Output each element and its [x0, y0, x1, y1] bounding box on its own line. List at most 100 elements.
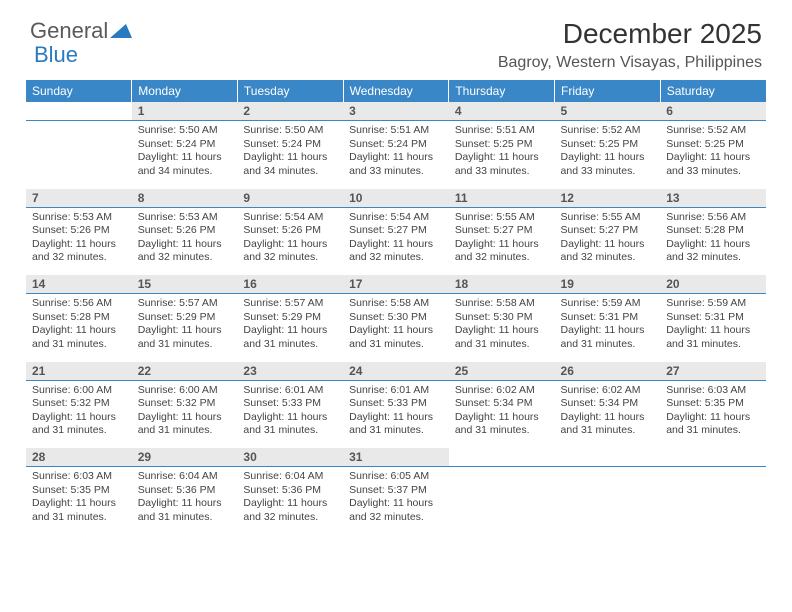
day-number-cell: 10: [343, 189, 449, 208]
day-number-cell: [660, 448, 766, 467]
day-content: Sunrise: 6:04 AMSunset: 5:36 PMDaylight:…: [132, 467, 238, 531]
month-title: December 2025: [498, 18, 762, 50]
day-data-cell: Sunrise: 6:01 AMSunset: 5:33 PMDaylight:…: [343, 380, 449, 448]
day-content: Sunrise: 5:54 AMSunset: 5:26 PMDaylight:…: [237, 208, 343, 272]
day-data-cell: Sunrise: 6:00 AMSunset: 5:32 PMDaylight:…: [132, 380, 238, 448]
day-number-cell: 27: [660, 362, 766, 381]
day-number-cell: 17: [343, 275, 449, 294]
day-number-cell: 7: [26, 189, 132, 208]
day-data-cell: Sunrise: 5:55 AMSunset: 5:27 PMDaylight:…: [555, 207, 661, 275]
day-content: Sunrise: 5:50 AMSunset: 5:24 PMDaylight:…: [237, 121, 343, 185]
day-data-cell: Sunrise: 5:52 AMSunset: 5:25 PMDaylight:…: [555, 121, 661, 189]
day-number-cell: 29: [132, 448, 238, 467]
day-number-cell: 19: [555, 275, 661, 294]
location-text: Bagroy, Western Visayas, Philippines: [498, 54, 762, 72]
day-content: Sunrise: 5:55 AMSunset: 5:27 PMDaylight:…: [555, 208, 661, 272]
day-number-cell: [555, 448, 661, 467]
day-number-cell: [449, 448, 555, 467]
day-data-row: Sunrise: 6:03 AMSunset: 5:35 PMDaylight:…: [26, 467, 766, 535]
day-number-cell: 8: [132, 189, 238, 208]
daynum-row: 28293031: [26, 448, 766, 467]
day-data-cell: Sunrise: 5:59 AMSunset: 5:31 PMDaylight:…: [660, 294, 766, 362]
day-content: Sunrise: 6:03 AMSunset: 5:35 PMDaylight:…: [660, 381, 766, 445]
day-data-cell: Sunrise: 6:02 AMSunset: 5:34 PMDaylight:…: [555, 380, 661, 448]
day-data-cell: Sunrise: 5:58 AMSunset: 5:30 PMDaylight:…: [343, 294, 449, 362]
day-content: Sunrise: 5:51 AMSunset: 5:25 PMDaylight:…: [449, 121, 555, 185]
day-number-cell: 6: [660, 102, 766, 121]
day-data-cell: [26, 121, 132, 189]
day-number-cell: 23: [237, 362, 343, 381]
calendar-body: 123456Sunrise: 5:50 AMSunset: 5:24 PMDay…: [26, 102, 766, 535]
day-data-cell: Sunrise: 6:00 AMSunset: 5:32 PMDaylight:…: [26, 380, 132, 448]
day-data-cell: Sunrise: 5:55 AMSunset: 5:27 PMDaylight:…: [449, 207, 555, 275]
day-number-cell: 21: [26, 362, 132, 381]
day-number-cell: 31: [343, 448, 449, 467]
day-content: Sunrise: 5:59 AMSunset: 5:31 PMDaylight:…: [555, 294, 661, 358]
day-data-cell: Sunrise: 6:04 AMSunset: 5:36 PMDaylight:…: [132, 467, 238, 535]
day-number-cell: 3: [343, 102, 449, 121]
day-number-cell: 1: [132, 102, 238, 121]
day-content: Sunrise: 5:58 AMSunset: 5:30 PMDaylight:…: [343, 294, 449, 358]
day-content: Sunrise: 5:50 AMSunset: 5:24 PMDaylight:…: [132, 121, 238, 185]
day-number-cell: 5: [555, 102, 661, 121]
day-number-cell: 4: [449, 102, 555, 121]
day-data-cell: Sunrise: 6:03 AMSunset: 5:35 PMDaylight:…: [660, 380, 766, 448]
header: General December 2025 Bagroy, Western Vi…: [0, 0, 792, 80]
col-thursday: Thursday: [449, 80, 555, 102]
day-content: Sunrise: 6:02 AMSunset: 5:34 PMDaylight:…: [449, 381, 555, 445]
day-content: Sunrise: 5:57 AMSunset: 5:29 PMDaylight:…: [237, 294, 343, 358]
weekday-header-row: Sunday Monday Tuesday Wednesday Thursday…: [26, 80, 766, 102]
col-saturday: Saturday: [660, 80, 766, 102]
col-sunday: Sunday: [26, 80, 132, 102]
day-data-cell: Sunrise: 5:56 AMSunset: 5:28 PMDaylight:…: [660, 207, 766, 275]
day-number-cell: [26, 102, 132, 121]
brand-logo: General: [30, 18, 132, 44]
day-number-cell: 16: [237, 275, 343, 294]
day-data-cell: Sunrise: 5:51 AMSunset: 5:25 PMDaylight:…: [449, 121, 555, 189]
day-content: Sunrise: 5:59 AMSunset: 5:31 PMDaylight:…: [660, 294, 766, 358]
day-data-cell: [449, 467, 555, 535]
day-data-cell: Sunrise: 6:03 AMSunset: 5:35 PMDaylight:…: [26, 467, 132, 535]
daynum-row: 123456: [26, 102, 766, 121]
col-tuesday: Tuesday: [237, 80, 343, 102]
day-data-cell: Sunrise: 5:59 AMSunset: 5:31 PMDaylight:…: [555, 294, 661, 362]
title-block: December 2025 Bagroy, Western Visayas, P…: [498, 18, 762, 72]
day-content: Sunrise: 5:55 AMSunset: 5:27 PMDaylight:…: [449, 208, 555, 272]
day-data-cell: Sunrise: 5:51 AMSunset: 5:24 PMDaylight:…: [343, 121, 449, 189]
day-content: Sunrise: 6:00 AMSunset: 5:32 PMDaylight:…: [132, 381, 238, 445]
day-content: Sunrise: 6:05 AMSunset: 5:37 PMDaylight:…: [343, 467, 449, 531]
day-data-cell: [555, 467, 661, 535]
day-data-cell: Sunrise: 5:50 AMSunset: 5:24 PMDaylight:…: [132, 121, 238, 189]
brand-triangle-icon: [110, 18, 132, 44]
day-content: Sunrise: 5:58 AMSunset: 5:30 PMDaylight:…: [449, 294, 555, 358]
day-data-cell: Sunrise: 5:56 AMSunset: 5:28 PMDaylight:…: [26, 294, 132, 362]
day-data-cell: Sunrise: 5:58 AMSunset: 5:30 PMDaylight:…: [449, 294, 555, 362]
day-number-cell: 28: [26, 448, 132, 467]
day-content: Sunrise: 5:52 AMSunset: 5:25 PMDaylight:…: [555, 121, 661, 185]
day-number-cell: 13: [660, 189, 766, 208]
day-number-cell: 18: [449, 275, 555, 294]
day-number-cell: 9: [237, 189, 343, 208]
col-friday: Friday: [555, 80, 661, 102]
day-number-cell: 25: [449, 362, 555, 381]
day-data-cell: Sunrise: 5:57 AMSunset: 5:29 PMDaylight:…: [132, 294, 238, 362]
day-data-cell: Sunrise: 5:53 AMSunset: 5:26 PMDaylight:…: [26, 207, 132, 275]
day-content: Sunrise: 6:01 AMSunset: 5:33 PMDaylight:…: [237, 381, 343, 445]
day-data-cell: Sunrise: 6:02 AMSunset: 5:34 PMDaylight:…: [449, 380, 555, 448]
day-data-cell: [660, 467, 766, 535]
day-content: Sunrise: 5:54 AMSunset: 5:27 PMDaylight:…: [343, 208, 449, 272]
day-content: Sunrise: 6:01 AMSunset: 5:33 PMDaylight:…: [343, 381, 449, 445]
day-content: Sunrise: 5:52 AMSunset: 5:25 PMDaylight:…: [660, 121, 766, 185]
daynum-row: 78910111213: [26, 189, 766, 208]
day-content: Sunrise: 5:51 AMSunset: 5:24 PMDaylight:…: [343, 121, 449, 185]
day-number-cell: 14: [26, 275, 132, 294]
day-data-cell: Sunrise: 6:04 AMSunset: 5:36 PMDaylight:…: [237, 467, 343, 535]
day-content: Sunrise: 6:03 AMSunset: 5:35 PMDaylight:…: [26, 467, 132, 531]
day-content: Sunrise: 6:04 AMSunset: 5:36 PMDaylight:…: [237, 467, 343, 531]
day-content: Sunrise: 5:53 AMSunset: 5:26 PMDaylight:…: [26, 208, 132, 272]
day-data-row: Sunrise: 6:00 AMSunset: 5:32 PMDaylight:…: [26, 380, 766, 448]
day-content: Sunrise: 5:53 AMSunset: 5:26 PMDaylight:…: [132, 208, 238, 272]
day-data-cell: Sunrise: 6:05 AMSunset: 5:37 PMDaylight:…: [343, 467, 449, 535]
col-wednesday: Wednesday: [343, 80, 449, 102]
day-data-cell: Sunrise: 5:53 AMSunset: 5:26 PMDaylight:…: [132, 207, 238, 275]
